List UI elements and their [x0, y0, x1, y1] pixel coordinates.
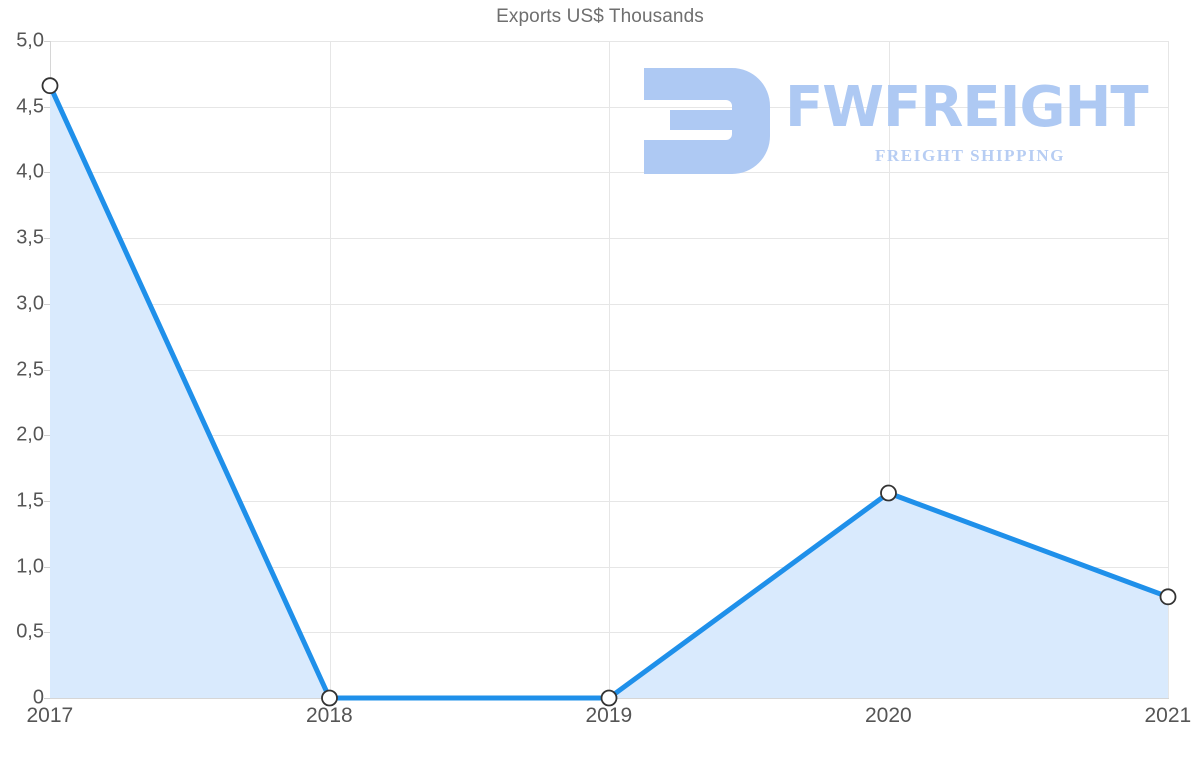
y-axis-tick-mark — [44, 303, 50, 305]
data-point-marker[interactable] — [880, 484, 897, 502]
y-axis-tick-mark — [44, 698, 50, 699]
x-axis-tick-label: 2020 — [865, 704, 912, 727]
x-axis-tick-label: 2019 — [585, 704, 633, 727]
x-axis-tick-label: 2021 — [1144, 704, 1192, 727]
y-axis-tick-label: 4,5 — [16, 95, 44, 118]
gridline-vertical — [609, 41, 610, 698]
y-axis: 0 0,5 1,0 1,5 2,0 2,5 3,0 3,5 4,0 4,5 5,0 — [0, 0, 44, 763]
y-axis-tick-label: 4,0 — [16, 160, 44, 183]
data-point-marker[interactable] — [321, 689, 338, 707]
x-axis-tick-label: 2017 — [26, 704, 74, 727]
y-axis-tick-mark — [44, 435, 50, 437]
y-axis-tick-label: 1,0 — [16, 555, 44, 578]
series-area-fill — [50, 85, 1168, 699]
gridline-vertical — [1168, 41, 1169, 698]
data-point-marker[interactable] — [1159, 588, 1177, 606]
gridline-vertical — [329, 41, 331, 698]
y-axis-tick-mark — [44, 632, 50, 634]
y-axis-tick-label: 0,5 — [16, 620, 44, 643]
y-axis-tick-mark — [44, 500, 50, 502]
y-axis-tick-label: 2,0 — [16, 423, 44, 446]
y-axis-tick-label: 3,5 — [16, 226, 44, 249]
y-axis-tick-mark — [44, 41, 50, 42]
x-axis-tick-label: 2018 — [306, 704, 353, 727]
y-axis-tick-label: 2,5 — [16, 358, 44, 380]
series-markers — [41, 77, 1177, 707]
chart-title: Exports US$ Thousands — [496, 6, 704, 27]
y-axis-tick-mark — [44, 369, 50, 371]
gridline-vertical — [888, 41, 890, 698]
y-axis-tick-label: 5,0 — [16, 29, 44, 52]
y-axis-tick-label: 1,5 — [16, 489, 44, 512]
data-point-marker[interactable] — [41, 77, 59, 95]
y-axis-tick-label: 3,0 — [16, 292, 44, 315]
y-axis-tick-label: 0 — [32, 686, 44, 709]
y-axis-tick-mark — [44, 172, 50, 174]
y-axis-tick-mark — [44, 566, 50, 568]
y-axis-tick-mark — [44, 106, 50, 108]
data-point-marker[interactable] — [600, 689, 618, 707]
y-axis-tick-mark — [44, 238, 50, 240]
